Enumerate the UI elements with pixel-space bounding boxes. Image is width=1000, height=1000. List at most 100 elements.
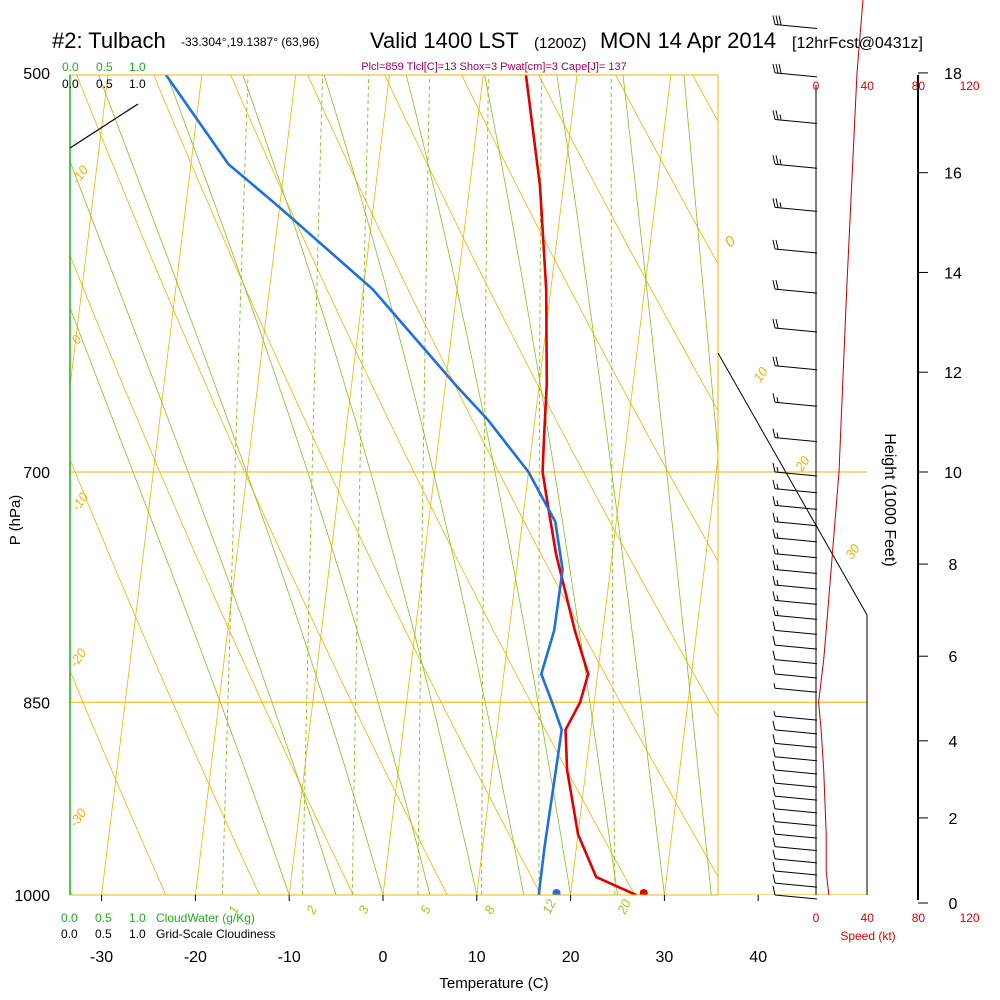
wind-barb-feather xyxy=(772,544,776,554)
height-axis-title: Height (1000 Feet) xyxy=(881,433,898,566)
wind-barb-staff xyxy=(774,471,818,477)
wind-barb-feather xyxy=(772,861,776,872)
cw-top-05: 0.5 xyxy=(96,60,113,74)
wind-barb xyxy=(773,683,818,693)
wind-barb-feather xyxy=(772,560,776,570)
speed-tick-label-bottom: 40 xyxy=(861,911,875,925)
wind-barb-feather xyxy=(772,837,776,847)
dry-adiabat-line xyxy=(153,75,542,895)
isobar-tick-label: 850 xyxy=(23,695,50,712)
wind-barb-half-feather xyxy=(776,610,779,616)
speed-tick-label-top: 120 xyxy=(960,79,980,93)
wind-barb-feather xyxy=(772,198,776,208)
temperature-tick-label: -20 xyxy=(184,949,207,966)
height-tick-label: 16 xyxy=(944,166,962,183)
wind-barb xyxy=(773,711,818,721)
height-tick-label: 4 xyxy=(949,734,958,751)
dry-adiabat-line xyxy=(610,0,1000,895)
height-tick-label: 18 xyxy=(944,66,962,83)
wind-barb xyxy=(772,575,818,590)
wind-barb-staff xyxy=(774,569,818,575)
zulu-time: (1200Z) xyxy=(534,35,587,52)
moist-adiabat-line xyxy=(166,75,431,895)
temperature-tick-label: -30 xyxy=(90,949,113,966)
wind-barb xyxy=(772,774,818,788)
speed-tick-label-bottom: 0 xyxy=(813,911,820,925)
wind-barb-feather xyxy=(772,393,776,403)
forecast-run: [12hrFcst@0431z] xyxy=(792,35,923,52)
wind-barb-feather xyxy=(772,15,776,25)
wind-barb xyxy=(772,280,818,294)
surface-dewpoint-point xyxy=(552,889,561,895)
isotherm-line xyxy=(664,453,718,895)
wind-barb xyxy=(772,393,818,407)
moist-adiabat-line xyxy=(98,75,384,895)
wind-barb-feather xyxy=(772,155,776,165)
wind-barb-feather xyxy=(772,496,776,506)
moist-adiabat-line xyxy=(484,75,618,895)
wind-barb-half-feather xyxy=(773,683,776,689)
wind-barb xyxy=(772,861,818,876)
stability-indices: Plcl=859 Tlcl[C]=13 Shox=3 Pwat[cm]=3 Ca… xyxy=(361,61,626,73)
wind-barb-feather xyxy=(772,512,776,522)
isotherm-line xyxy=(476,75,578,895)
dry-adiabat-line xyxy=(547,0,1000,895)
wind-barb-staff xyxy=(774,882,818,888)
wind-barb-staff xyxy=(774,833,818,839)
wind-speed-line xyxy=(818,0,864,896)
wind-barb-feather xyxy=(772,760,776,771)
height-axis-ticks: 02468101214161820222426283032 xyxy=(918,66,962,913)
cl-bottom-05: 0.5 xyxy=(95,927,112,941)
wind-barb-staff xyxy=(774,248,818,254)
temperature-tick-label: -10 xyxy=(278,949,301,966)
dry-adiabat-line xyxy=(76,75,448,895)
wind-barb-staff xyxy=(774,687,818,693)
wind-barb-feather xyxy=(775,15,779,25)
cw-top-0: 0.0 xyxy=(62,60,79,74)
valid-time: Valid 1400 LST xyxy=(370,28,519,53)
wind-barbs xyxy=(772,15,818,900)
wind-barb-feather xyxy=(775,110,779,120)
wind-barb-staff xyxy=(774,537,818,543)
dry-adiabat-line xyxy=(461,75,718,563)
wind-barb-staff xyxy=(774,808,818,814)
wind-barb-half-feather xyxy=(776,397,779,403)
wind-barb-staff xyxy=(774,206,818,212)
dry-adiabat-line xyxy=(484,0,1000,895)
wind-barb-staff xyxy=(774,327,818,333)
sounding-profiles xyxy=(164,75,648,895)
dry-adiabat-line xyxy=(673,0,1000,895)
wind-barb xyxy=(772,606,818,620)
dry-adiabat-line xyxy=(70,254,354,895)
wind-barb-half-feather xyxy=(776,483,779,489)
speed-tick-label-top: 80 xyxy=(912,79,926,93)
wind-barb xyxy=(772,15,818,30)
moist-adiabat-line xyxy=(405,75,571,895)
pressure-axis-title: P (hPa) xyxy=(7,495,24,546)
wind-barb-half-feather xyxy=(776,595,779,601)
dry-adiabat-line xyxy=(538,75,718,412)
wind-barb-feather xyxy=(772,825,776,835)
wind-barb-feather xyxy=(778,63,782,74)
cl-top-05: 0.5 xyxy=(96,77,113,91)
height-tick-label: 2 xyxy=(949,811,958,828)
wind-barb xyxy=(772,198,818,212)
isotherm-line xyxy=(0,0,115,895)
wind-barb-staff xyxy=(774,288,818,294)
speed-tick-label-top: 40 xyxy=(861,79,875,93)
wind-barb-half-feather xyxy=(776,500,779,506)
wind-barb-staff xyxy=(774,846,818,852)
wind-barb-staff xyxy=(774,821,818,827)
cw-bottom-05: 0.5 xyxy=(95,911,112,925)
wind-barb-half-feather xyxy=(776,532,779,538)
wind-barb xyxy=(772,560,818,575)
moist-adiabat-line xyxy=(242,75,478,895)
wind-barb-half-feather xyxy=(779,114,782,120)
moist-adiabat-line xyxy=(683,75,718,459)
wind-barb-staff xyxy=(774,715,818,721)
isotherm-line xyxy=(852,0,1000,895)
height-tick-label: 10 xyxy=(944,465,962,482)
wind-barb-feather xyxy=(772,799,776,810)
